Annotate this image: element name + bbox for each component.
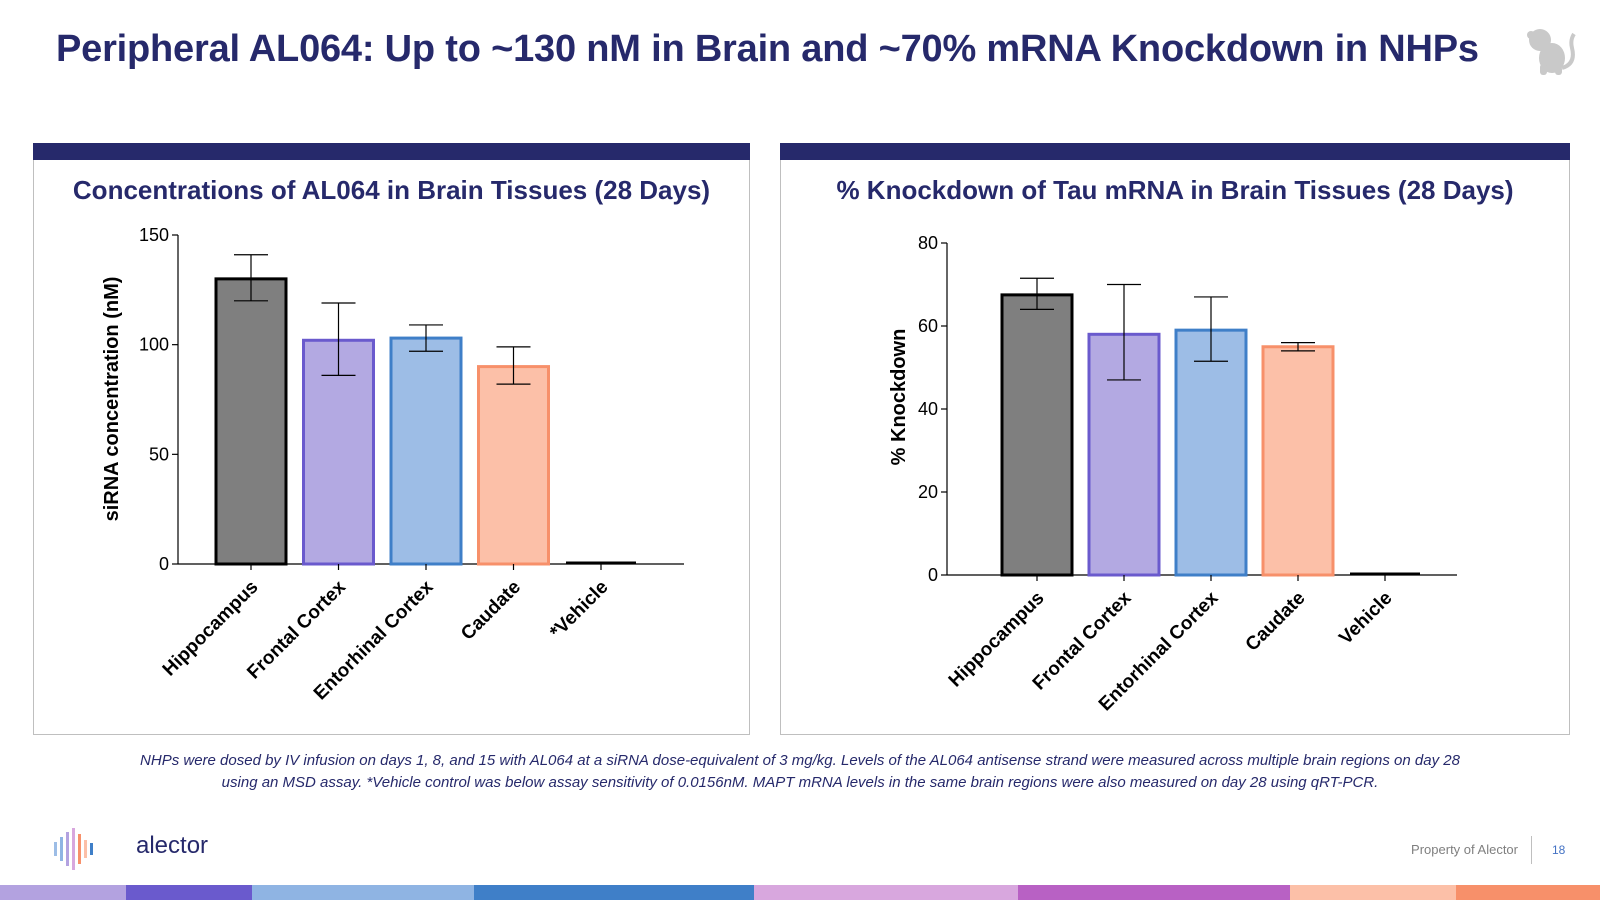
bar — [1261, 345, 1335, 577]
footer-owner: Property of Alector — [1411, 842, 1518, 857]
logo-text: alector — [136, 832, 209, 859]
stripe-segment — [474, 885, 754, 900]
concentration-chart: siRNA concentration (nM)050100150Hippoca… — [101, 225, 684, 704]
y-tick-label: 0 — [928, 565, 938, 585]
stripe-segment — [1456, 885, 1600, 900]
footnote-line: NHPs were dosed by IV infusion on days 1… — [140, 752, 1460, 769]
stripe-segment — [126, 885, 252, 900]
bar — [302, 338, 375, 566]
x-tick-label: Vehicle — [1335, 588, 1396, 649]
y-tick-label: 40 — [918, 399, 938, 419]
panel-header-bar — [780, 143, 1570, 160]
y-tick-label: 60 — [918, 316, 938, 336]
x-tick-label: Caudate — [457, 577, 525, 645]
bar — [1350, 572, 1420, 575]
bar — [214, 277, 288, 566]
y-tick-label: 0 — [159, 554, 169, 574]
stripe-segment — [1290, 885, 1456, 900]
stripe-segment — [252, 885, 474, 900]
bar — [477, 365, 550, 566]
panel-header-bar — [33, 143, 750, 160]
y-tick-label: 100 — [139, 335, 169, 355]
bar — [1174, 328, 1248, 577]
chart-panel-concentration: Concentrations of AL064 in Brain Tissues… — [33, 143, 750, 735]
y-tick-label: 50 — [149, 444, 169, 464]
chart-title: Concentrations of AL064 in Brain Tissues… — [72, 175, 711, 205]
slide-title: Peripheral AL064: Up to ~130 nM in Brain… — [56, 28, 1479, 70]
alector-logo-icon — [54, 828, 93, 870]
footer-divider — [1531, 836, 1532, 864]
y-tick-label: 20 — [918, 482, 938, 502]
bar — [566, 561, 636, 564]
y-tick-label: 80 — [918, 233, 938, 253]
footnote: NHPs were dosed by IV infusion on days 1… — [40, 750, 1560, 794]
x-tick-label: Caudate — [1242, 588, 1310, 656]
x-tick-label: *Vehicle — [546, 577, 612, 643]
monkey-icon — [1527, 29, 1576, 75]
stripe-segment — [0, 885, 126, 900]
stripe-segment — [754, 885, 1018, 900]
y-axis-label: siRNA concentration (nM) — [101, 277, 123, 522]
y-axis-label: % Knockdown — [888, 329, 910, 466]
chart-title: % Knockdown of Tau mRNA in Brain Tissues… — [836, 175, 1514, 205]
stripe-segment — [1018, 885, 1290, 900]
chart-panel-knockdown: % Knockdown of Tau mRNA in Brain Tissues… — [780, 143, 1570, 735]
footnote-line: using an MSD assay. *Vehicle control was… — [221, 774, 1379, 791]
bar — [1000, 293, 1074, 577]
y-tick-label: 150 — [139, 225, 169, 245]
page-number: 18 — [1552, 843, 1566, 857]
bar — [389, 336, 463, 566]
